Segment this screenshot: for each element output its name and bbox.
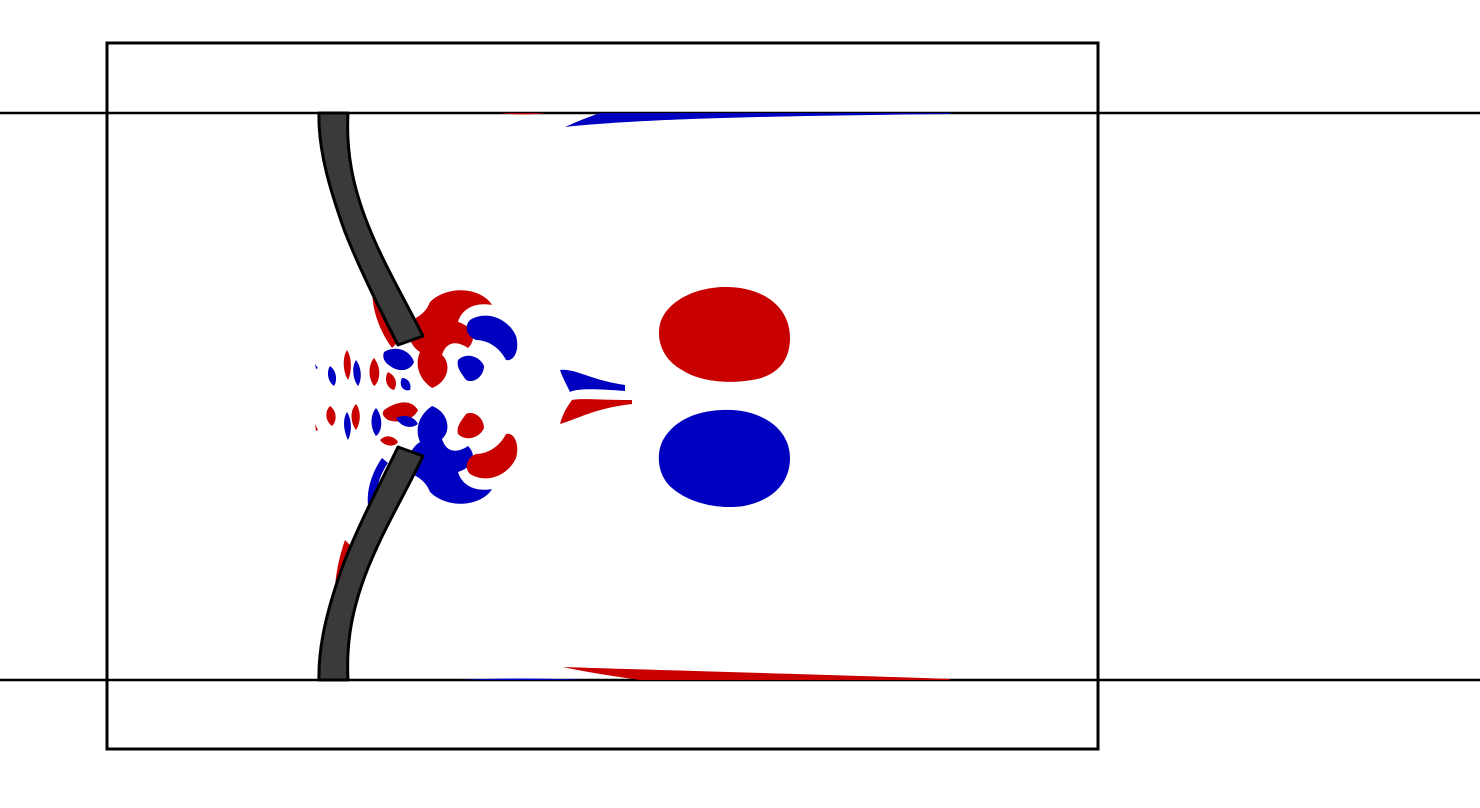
upper-leaflet — [317, 111, 425, 347]
lower-cluster-red-f — [380, 436, 398, 446]
vortex-positive — [658, 287, 790, 382]
lower-cluster-red-e — [326, 406, 336, 426]
lower-cluster-blue-a — [408, 406, 492, 504]
jet-wisp-blue — [560, 369, 625, 392]
lower-cluster-red-b — [457, 412, 484, 439]
upper-cluster-red-d — [386, 372, 396, 390]
lower-cluster-blue-d — [396, 416, 418, 427]
lower-cluster-blue-c — [344, 412, 351, 440]
upper-cluster-blue-c — [383, 348, 414, 371]
upper-cluster-blue-a — [466, 315, 518, 361]
upper-cluster-red-a — [408, 290, 492, 388]
upper-cluster-blue-e — [327, 366, 337, 386]
jet-wisp-red — [560, 399, 632, 424]
upper-cluster-blue-d — [353, 360, 361, 386]
vortex-negative — [658, 409, 790, 508]
upper-cluster-red-c — [343, 350, 351, 380]
lower-cluster-tick-red — [315, 424, 318, 431]
upper-cluster-blue-f — [400, 378, 411, 391]
lower-cluster-red-a — [466, 433, 518, 479]
bottom-wall-shear-layer-blue — [460, 678, 585, 680]
top-wall-shear-layer-blue — [565, 113, 950, 127]
upper-cluster-red-b — [369, 358, 380, 386]
bottom-wall-shear-layer-red — [563, 667, 950, 680]
upper-cluster-tick-blue — [315, 364, 318, 369]
upper-cluster-blue-b — [457, 355, 484, 382]
domain-box — [105, 41, 1100, 751]
top-wall-shear-layer-red — [500, 113, 545, 115]
lower-cluster-red-d — [351, 404, 360, 430]
lower-cluster-blue-b — [371, 408, 382, 436]
lower-leaflet — [317, 445, 425, 682]
